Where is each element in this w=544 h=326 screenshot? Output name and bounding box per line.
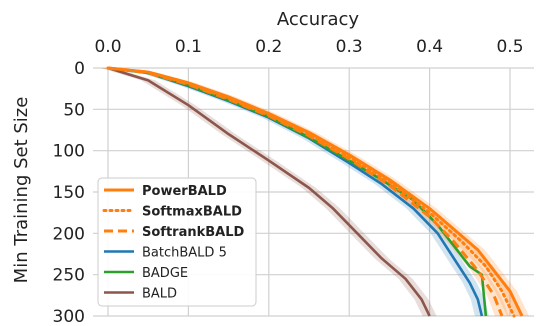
y-tick-label: 200 [53,224,85,244]
legend-label: BatchBALD 5 [142,246,227,261]
series-lines [106,66,524,318]
y-tick-label: 0 [74,59,85,79]
x-tick-label: 0.0 [94,37,121,57]
x-tick-label: 0.3 [336,37,363,57]
y-axis-title: Min Training Set Size [11,97,32,284]
x-tick-label: 0.1 [175,37,202,57]
x-tick-label: 0.4 [416,37,443,57]
y-tick-label: 50 [63,100,85,120]
legend-label: PowerBALD [142,184,227,199]
x-tick-labels: 0.0 0.1 0.2 0.3 0.4 0.5 [94,37,523,57]
legend-label: BADGE [142,266,188,281]
legend: PowerBALD SoftmaxBALD SoftrankBALD BatchBAL… [97,177,257,307]
series-line-softrankbald [107,66,504,317]
legend-label: SoftrankBALD [142,225,245,240]
y-tick-label: 150 [53,183,85,203]
y-tick-labels: 0 50 100 150 200 250 300 [53,59,85,326]
y-tick-label: 300 [53,307,85,326]
y-tick-label: 100 [53,142,85,162]
x-tick-label: 0.2 [255,37,282,57]
legend-label: SoftmaxBALD [142,205,242,220]
legend-box [97,177,257,307]
legend-label: BALD [142,287,177,302]
series-line-bald [107,66,431,317]
y-tick-label: 250 [53,266,85,286]
x-tick-label: 0.5 [496,37,523,57]
x-axis-title: Accuracy [277,9,360,30]
